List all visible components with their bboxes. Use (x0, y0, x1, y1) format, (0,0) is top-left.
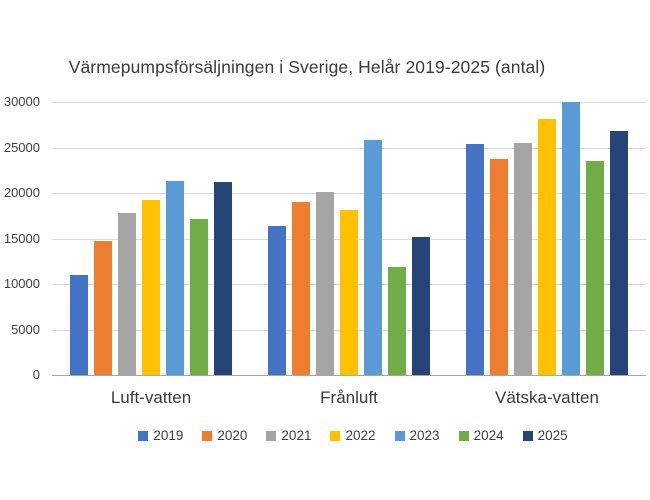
legend-swatch-2025 (522, 430, 533, 441)
bar-2022-luft-vatten (142, 200, 160, 375)
y-axis-tick-label: 30000 (3, 94, 40, 109)
legend-item-2024: 2024 (458, 428, 504, 443)
legend-label: 2025 (537, 428, 568, 443)
legend-swatch-2022 (330, 430, 341, 441)
bar-2020-frånluft (292, 202, 310, 375)
legend-item-2023: 2023 (394, 428, 440, 443)
bar-group-vätska-vatten (448, 102, 646, 375)
bar-2025-luft-vatten (214, 182, 232, 375)
bar-2023-vätska-vatten (562, 102, 580, 375)
bar-2023-frånluft (364, 140, 382, 375)
legend-item-2019: 2019 (138, 428, 183, 443)
bar-2023-luft-vatten (166, 181, 184, 375)
y-axis-tick-label: 10000 (3, 276, 40, 291)
bar-2025-frånluft (412, 236, 430, 375)
legend-swatch-2019 (138, 430, 149, 441)
y-axis-tick-label: 5000 (11, 321, 40, 337)
legend-label: 2021 (281, 428, 312, 443)
bar-2019-luft-vatten (70, 274, 88, 375)
bar-2022-frånluft (340, 210, 358, 375)
y-axis-tick-label: 20000 (3, 185, 40, 200)
legend-item-2021: 2021 (266, 428, 311, 443)
bar-2021-frånluft (316, 192, 334, 375)
legend-label: 2022 (345, 428, 376, 443)
bar-2021-luft-vatten (118, 213, 136, 375)
bar-2024-vätska-vatten (586, 161, 604, 375)
bar-2025-vätska-vatten (610, 131, 628, 375)
bar-2024-frånluft (388, 266, 406, 375)
bar-group-luft-vatten (52, 102, 250, 375)
y-axis-tick-label: 0 (32, 367, 40, 382)
legend-item-2025: 2025 (522, 428, 568, 443)
legend-label: 2024 (473, 428, 504, 443)
y-axis-tick-label: 25000 (3, 139, 40, 155)
legend-swatch-2024 (458, 430, 469, 441)
legend-label: 2020 (217, 428, 248, 443)
chart-title: Värmepumpsförsäljningen i Sverige, Helår… (68, 57, 546, 77)
legend-swatch-2020 (202, 430, 213, 441)
legend-swatch-2023 (394, 430, 405, 441)
bar-2020-luft-vatten (94, 241, 112, 375)
chart-legend: 2019 2020 2021 2022 2023 2024 2025 (52, 428, 650, 443)
legend-label: 2019 (153, 428, 184, 443)
bar-2019-frånluft (268, 225, 286, 375)
bar-2024-luft-vatten (190, 219, 208, 375)
gridline-30000 (52, 102, 646, 103)
legend-label: 2023 (409, 428, 440, 443)
gridline-20000 (52, 193, 646, 194)
y-axis-tick-label: 15000 (3, 230, 40, 246)
legend-item-2020: 2020 (202, 428, 247, 443)
bar-group-frånluft (250, 102, 448, 375)
legend-swatch-2021 (266, 430, 277, 441)
plot-area (52, 102, 646, 375)
x-axis-category-label: Vätska-vatten (495, 388, 599, 407)
bar-2021-vätska-vatten (514, 142, 532, 375)
x-axis-category-label: Luft-vatten (110, 388, 192, 407)
gridline-25000 (52, 147, 646, 149)
x-axis-category-label: Frånluft (320, 388, 378, 407)
bar-2020-vätska-vatten (490, 159, 508, 375)
bar-2022-vätska-vatten (538, 119, 556, 375)
legend-item-2022: 2022 (330, 428, 376, 443)
x-axis-line (52, 375, 646, 376)
bar-2019-vätska-vatten (466, 143, 484, 375)
